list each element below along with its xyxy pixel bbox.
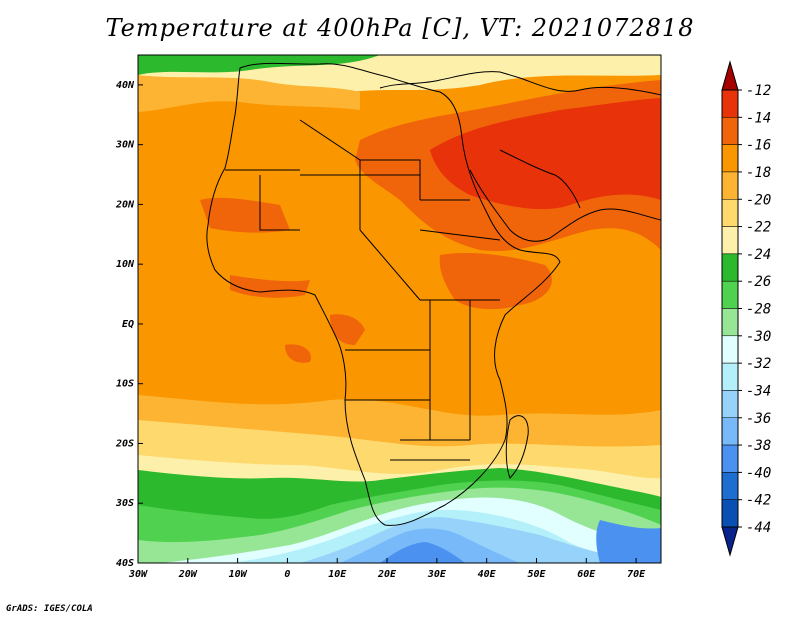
colorbar-swatch <box>721 171 739 200</box>
colorbar-swatch <box>721 390 739 418</box>
colorbar-swatch <box>721 89 739 118</box>
x-tick-label: 10W <box>229 569 248 580</box>
colorbar-label: -16 <box>746 138 771 154</box>
colorbar-swatch <box>721 444 739 473</box>
colorbar-swatch <box>721 226 739 255</box>
x-tick-label: 50E <box>527 569 546 580</box>
y-tick-label: 30N <box>115 140 135 151</box>
y-tick-label: 10N <box>116 259 135 270</box>
colorbar-label: -36 <box>746 411 771 427</box>
map-frame <box>137 54 662 564</box>
colorbar-top-arrow <box>721 60 739 91</box>
colorbar-swatch <box>721 308 739 337</box>
temperature-field <box>138 55 661 563</box>
x-tick-label: 0 <box>284 569 290 580</box>
x-tick-label: 30E <box>427 569 447 580</box>
colorbar-swatch <box>721 417 739 446</box>
x-tick-label: 70E <box>627 569 646 580</box>
colorbar-swatch <box>721 499 739 528</box>
y-tick-label: 20S <box>115 438 134 449</box>
colorbar-label: -34 <box>746 383 771 399</box>
colorbar-swatch <box>721 144 739 173</box>
colorbar-label: -28 <box>746 302 771 318</box>
y-tick-label: EQ <box>122 319 134 330</box>
colorbar-label: -24 <box>746 247 771 263</box>
colorbar-bottom-arrow <box>721 526 739 557</box>
x-tick-label: 10E <box>328 569 347 580</box>
colorbar-swatch <box>721 199 739 227</box>
colorbar-label: -38 <box>746 438 771 454</box>
x-tick-label: 30W <box>128 569 148 580</box>
x-tick-label: 20W <box>178 569 198 580</box>
y-tick-label: 20N <box>115 199 135 210</box>
y-tick-label: 40S <box>116 558 134 569</box>
grads-credit: GrADS: IGES/COLA <box>6 604 93 614</box>
colorbar-label: -26 <box>746 274 771 290</box>
map-title: Temperature at 400hPa [C], VT: 202107281… <box>105 14 695 42</box>
colorbar-label: -32 <box>746 356 771 372</box>
colorbar-swatch <box>721 280 739 309</box>
x-tick-label: 20E <box>377 569 397 580</box>
colorbar-swatch <box>721 362 739 391</box>
y-tick-label: 40N <box>116 80 135 91</box>
y-tick-label: 30S <box>115 498 134 509</box>
colorbar-swatch <box>721 117 739 145</box>
colorbar-swatch <box>721 472 739 500</box>
colorbar-label: -42 <box>746 493 771 509</box>
x-tick-label: 40E <box>478 569 497 580</box>
colorbar-label: -40 <box>746 465 771 481</box>
colorbar-label: -12 <box>746 83 771 99</box>
x-tick-label: 60E <box>577 569 596 580</box>
colorbar-swatch <box>721 335 739 364</box>
colorbar-label: -30 <box>746 329 771 345</box>
colorbar-label: -18 <box>746 165 771 181</box>
colorbar-label: -14 <box>746 110 771 126</box>
colorbar-label: -20 <box>746 192 771 208</box>
colorbar-label: -22 <box>746 220 771 236</box>
coastlines <box>206 62 661 526</box>
colorbar-label: -44 <box>746 520 771 536</box>
colorbar-swatch <box>721 253 739 282</box>
y-tick-label: 10S <box>116 379 134 390</box>
